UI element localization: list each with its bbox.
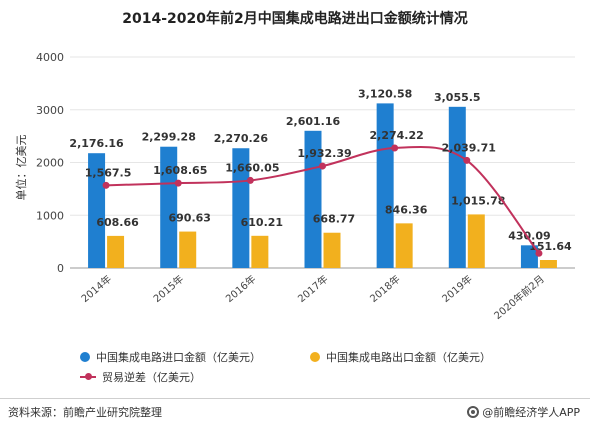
y-tick-label-3: 3000 xyxy=(36,104,64,117)
footer-divider xyxy=(0,398,590,399)
legend-balance-label: 贸易逆差（亿美元） xyxy=(102,371,201,384)
export-bar-1 xyxy=(179,231,197,268)
trade-deficit-label-0: 1,567.5 xyxy=(85,166,132,179)
legend-item-import: 中国集成电路进口金额（亿美元） xyxy=(80,349,261,365)
x-tick-label-0: 2014年 xyxy=(78,272,114,305)
x-tick-label-6: 2020年前2月 xyxy=(491,272,547,322)
import-bar-4 xyxy=(376,103,394,268)
import-bar-6 xyxy=(520,245,538,268)
trade-deficit-point-4 xyxy=(391,144,399,152)
export-value-label-3: 668.77 xyxy=(313,213,355,226)
export-value-label-1: 690.63 xyxy=(168,212,210,225)
trade-deficit-point-3 xyxy=(319,162,326,170)
export-value-label-2: 610.21 xyxy=(241,216,283,229)
import-value-label-4: 3,120.58 xyxy=(358,87,412,100)
trade-deficit-point-2 xyxy=(246,176,254,184)
export-bar-6 xyxy=(539,260,557,268)
import-bar-0 xyxy=(88,153,106,268)
legend-export-label: 中国集成电路出口金额（亿美元） xyxy=(326,351,491,364)
x-tick-label-4: 2018年 xyxy=(367,272,403,305)
trade-deficit-label-3: 1,932.39 xyxy=(297,147,351,160)
trade-deficit-point-0 xyxy=(102,181,110,189)
trade-deficit-label-5: 2,039.71 xyxy=(442,141,496,154)
y-tick-label-1: 1000 xyxy=(36,209,64,222)
import-bar-1 xyxy=(160,146,178,268)
chart-title: 2014-2020年前2月中国集成电路进出口金额统计情况 xyxy=(122,11,468,27)
export-value-label-5: 1,015.78 xyxy=(451,194,505,207)
legend-balance-swatch xyxy=(80,373,96,380)
export-bar-0 xyxy=(107,235,125,268)
legend-export-swatch xyxy=(310,352,320,362)
export-bar-4 xyxy=(395,223,413,268)
import-value-label-3: 2,601.16 xyxy=(286,115,341,128)
bar-line-chart: 0 1000 2000 3000 4000 单位：亿美元 2,176.16 608.66 201… xyxy=(14,51,575,322)
trade-deficit-point-6 xyxy=(535,249,543,257)
import-bar-3 xyxy=(304,130,322,268)
x-tick-label-5: 2019年 xyxy=(439,272,475,305)
brand-logo-icon xyxy=(467,406,480,418)
legend-item-balance: 贸易逆差（亿美元） xyxy=(80,369,201,385)
import-bar-2 xyxy=(232,148,250,268)
x-tick-label-3: 2017年 xyxy=(295,272,331,305)
trade-deficit-label-2: 1,660.05 xyxy=(225,161,279,174)
import-value-label-2: 2,270.26 xyxy=(214,132,269,145)
x-tick-label-2: 2016年 xyxy=(223,272,259,305)
export-bar-2 xyxy=(251,235,269,268)
legend-item-export: 中国集成电路出口金额（亿美元） xyxy=(310,349,491,365)
export-value-label-4: 846.36 xyxy=(385,203,428,216)
footer-source: 资料来源：前瞻产业研究院整理 xyxy=(8,406,162,419)
export-value-label-6: 151.64 xyxy=(529,240,572,253)
y-tick-label-4: 4000 xyxy=(36,51,64,64)
export-bar-3 xyxy=(323,232,341,268)
import-value-label-0: 2,176.16 xyxy=(69,137,124,150)
import-bar-5 xyxy=(448,106,466,268)
import-value-label-1: 2,299.28 xyxy=(142,131,196,144)
legend-import-label: 中国集成电路进口金额（亿美元） xyxy=(96,351,261,364)
y-axis-label: 单位：亿美元 xyxy=(14,135,28,201)
export-value-label-0: 608.66 xyxy=(96,216,139,229)
trade-deficit-label-1: 1,608.65 xyxy=(153,164,207,177)
trade-deficit-label-4: 2,274.22 xyxy=(370,129,424,142)
export-bar-5 xyxy=(467,214,485,268)
x-tick-label-1: 2015年 xyxy=(151,272,187,305)
y-tick-label-0: 0 xyxy=(57,262,64,275)
y-tick-label-2: 2000 xyxy=(36,157,64,170)
trade-deficit-point-5 xyxy=(463,156,471,164)
legend-import-swatch xyxy=(80,352,90,362)
footer-brand-text: @前瞻经济学人APP xyxy=(482,406,580,419)
import-value-label-6: 430.09 xyxy=(508,229,550,242)
footer-brand: @前瞻经济学人APP xyxy=(467,404,580,420)
import-value-label-5: 3,055.5 xyxy=(434,91,481,104)
trade-deficit-point-1 xyxy=(174,179,182,187)
